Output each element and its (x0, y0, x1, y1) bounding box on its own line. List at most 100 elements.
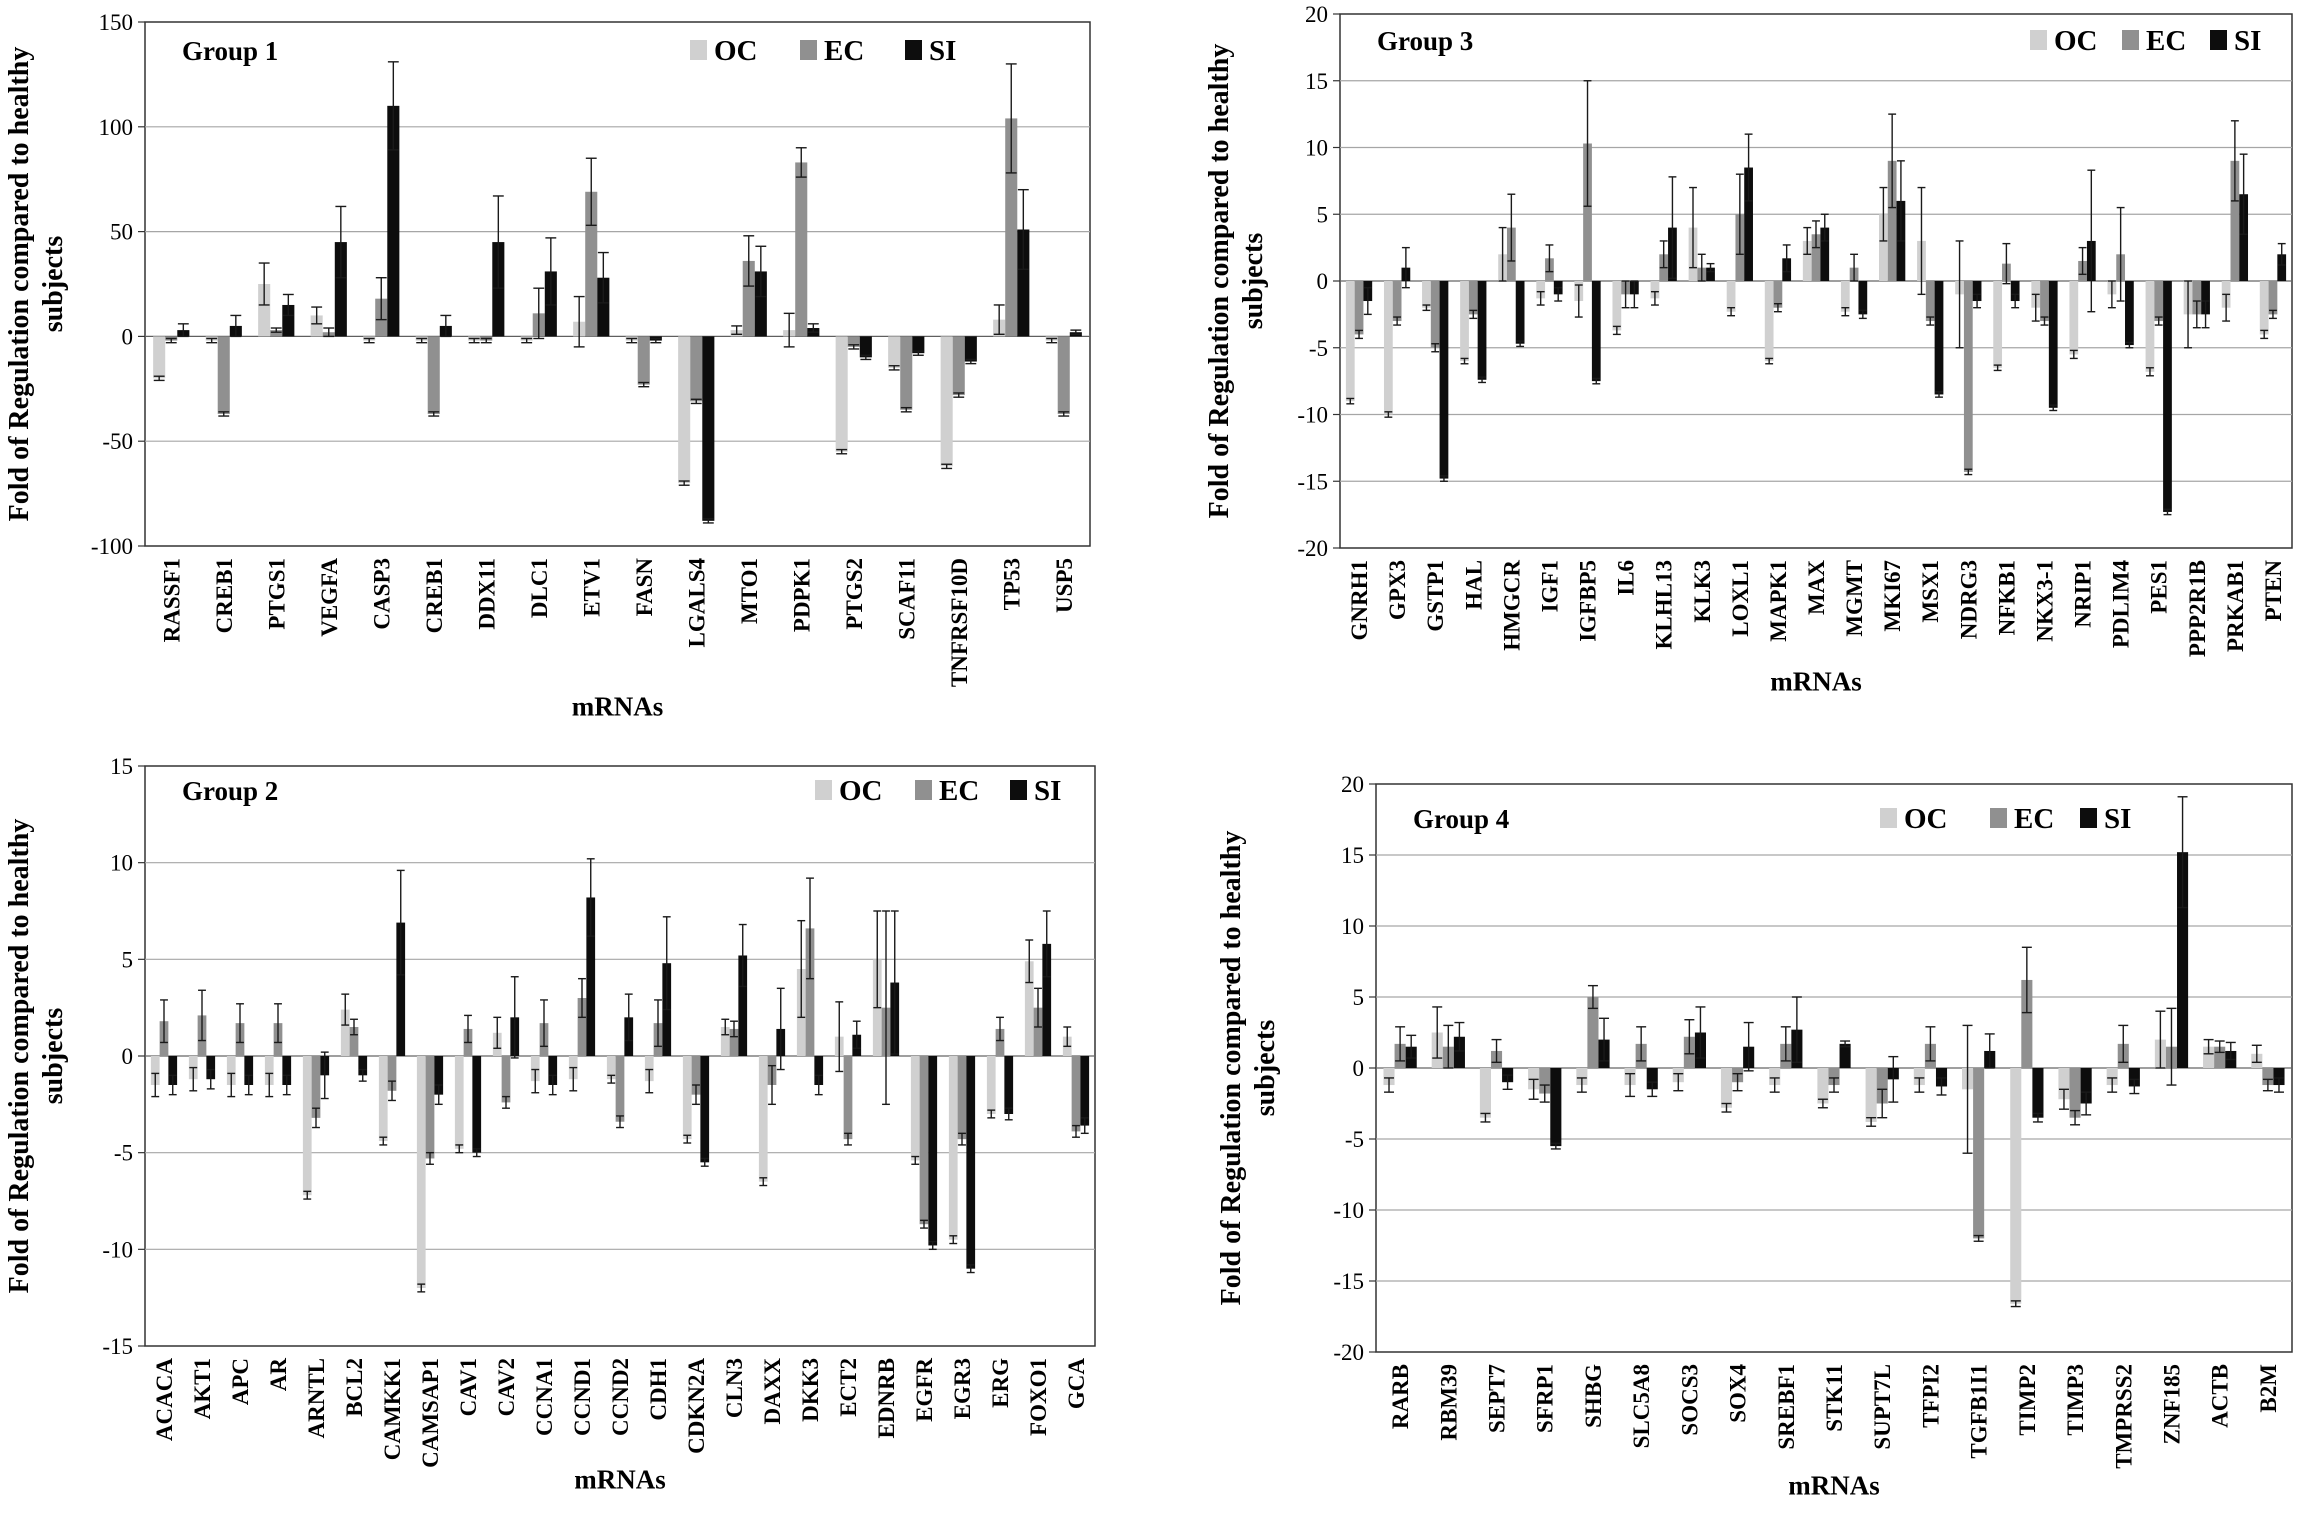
bar-ec-stk11 (1828, 1068, 1840, 1086)
bar-ec-tgfb1i1 (1973, 1068, 1985, 1239)
error-bar (692, 1084, 700, 1106)
error-bar (1363, 286, 1372, 316)
x-tick-label: NFKB1 (1994, 560, 2019, 635)
error-bar (1502, 1074, 1513, 1091)
error-bar (783, 312, 795, 348)
error-bar (350, 1018, 358, 1036)
bar-si-sfrp1 (1550, 1068, 1562, 1147)
bar-si-ppp2r1b (2201, 281, 2210, 315)
error-bar (1480, 1112, 1491, 1123)
bar-si-slc5a8 (1646, 1068, 1658, 1090)
error-bar (521, 337, 533, 344)
x-tick-label: KLHL13 (1652, 560, 1677, 649)
error-bar (265, 1072, 274, 1098)
x-tick-label: B2M (2256, 1364, 2281, 1413)
x-tick-label: SUPT7L (1870, 1364, 1895, 1450)
error-bar (1647, 1081, 1658, 1098)
bar-ec-ndrg3 (1963, 281, 1973, 472)
error-bar (1422, 304, 1431, 312)
bar-ec-ptgs1 (270, 330, 283, 337)
error-bar (1630, 280, 1639, 309)
bar-oc-tnfrsf10d (940, 336, 953, 467)
error-bar (1925, 1026, 1936, 1062)
x-tick-label: MAX (1804, 560, 1829, 615)
x-tick-label: CCND1 (570, 1358, 595, 1436)
bar-oc-nrip1 (2069, 281, 2079, 355)
y-tick-label: -10 (1333, 1198, 1364, 1223)
error-bar (911, 1155, 920, 1165)
x-tick-label: GNRH1 (1347, 560, 1372, 641)
error-bar (1432, 1006, 1443, 1059)
x-tick-label: TIMP2 (2015, 1364, 2040, 1436)
error-bar (1695, 1006, 1706, 1059)
x-tick-label: PTGS1 (264, 558, 289, 630)
error-bar (1017, 188, 1029, 271)
bar-oc-pten (2259, 281, 2269, 335)
error-bar (1706, 262, 1715, 273)
error-bar (743, 235, 755, 287)
error-bar (993, 304, 1005, 336)
error-bar (1697, 253, 1706, 282)
bar-si-max (1820, 227, 1830, 281)
x-tick-label: EDNRB (874, 1358, 899, 1439)
error-bar (464, 1014, 472, 1044)
error-bar (416, 337, 428, 344)
bar-si-nfkb1 (2010, 281, 2020, 302)
x-tick-label: CDH1 (646, 1358, 671, 1421)
error-bar (2069, 349, 2078, 360)
y-tick-label: 5 (122, 947, 134, 972)
error-bar (638, 381, 650, 388)
bar-si-hal (1477, 281, 1487, 380)
bar-ec-creb1 (217, 336, 230, 414)
error-bar (2192, 300, 2201, 329)
bar-si-stk11 (1839, 1043, 1851, 1068)
error-bar (768, 1064, 776, 1106)
error-bar (900, 406, 912, 413)
error-bar (1780, 1026, 1791, 1062)
bar-oc-lgals4 (678, 336, 691, 484)
bar-oc-ptgs1 (258, 284, 271, 337)
bar-oc-ccnd2 (606, 1056, 616, 1080)
bar-ec-mto1 (742, 260, 755, 337)
error-bar (1914, 1077, 1925, 1093)
error-bar (814, 1074, 823, 1096)
error-bar (323, 327, 335, 338)
x-tick-label: SFRP1 (1533, 1364, 1558, 1433)
error-bar (1516, 340, 1525, 348)
error-bar (455, 1144, 464, 1154)
x-tick-label: TP53 (999, 558, 1024, 610)
y-tick-label: 100 (99, 115, 134, 140)
error-bar (2225, 1041, 2236, 1061)
bar-oc-erg (986, 1056, 996, 1114)
error-bar (690, 398, 702, 405)
error-bar (153, 375, 165, 382)
bar-ec-pes1 (2154, 281, 2164, 322)
bar-oc-vegfa (310, 315, 323, 337)
bar-ec-camkk1 (387, 1056, 397, 1091)
error-bar (2262, 1078, 2273, 1092)
error-bar (1964, 468, 1973, 476)
error-bar (2087, 169, 2096, 313)
bar-ec-hal (1468, 281, 1478, 315)
bar-oc-cav1 (454, 1056, 464, 1149)
bar-ec-tnfrsf10d (952, 336, 965, 396)
error-bar (227, 1072, 236, 1098)
error-bar (480, 337, 492, 344)
error-bar (1841, 307, 1850, 317)
bar-ec-actb (2214, 1046, 2226, 1068)
error-bar (1443, 1024, 1454, 1069)
error-bar (2260, 329, 2269, 340)
y-tick-label: 0 (122, 1044, 134, 1069)
bar-oc-acaca (150, 1056, 160, 1085)
x-tick-label: HMGCR (1499, 560, 1524, 651)
x-tick-label: CDKN2A (684, 1358, 709, 1454)
x-tick-label: SOCS3 (1677, 1364, 1702, 1436)
bar-ec-foxo1 (1033, 1007, 1043, 1056)
bar-ec-sfrp1 (1539, 1068, 1551, 1094)
bar-ec-ccnd2 (615, 1056, 625, 1122)
y-axis-title: Fold of Regulation compared to healthy su… (4, 819, 69, 1294)
panel-title: Group 4 (1413, 804, 1509, 834)
error-bar (1744, 133, 1753, 202)
bar-oc-cdh1 (644, 1056, 654, 1082)
